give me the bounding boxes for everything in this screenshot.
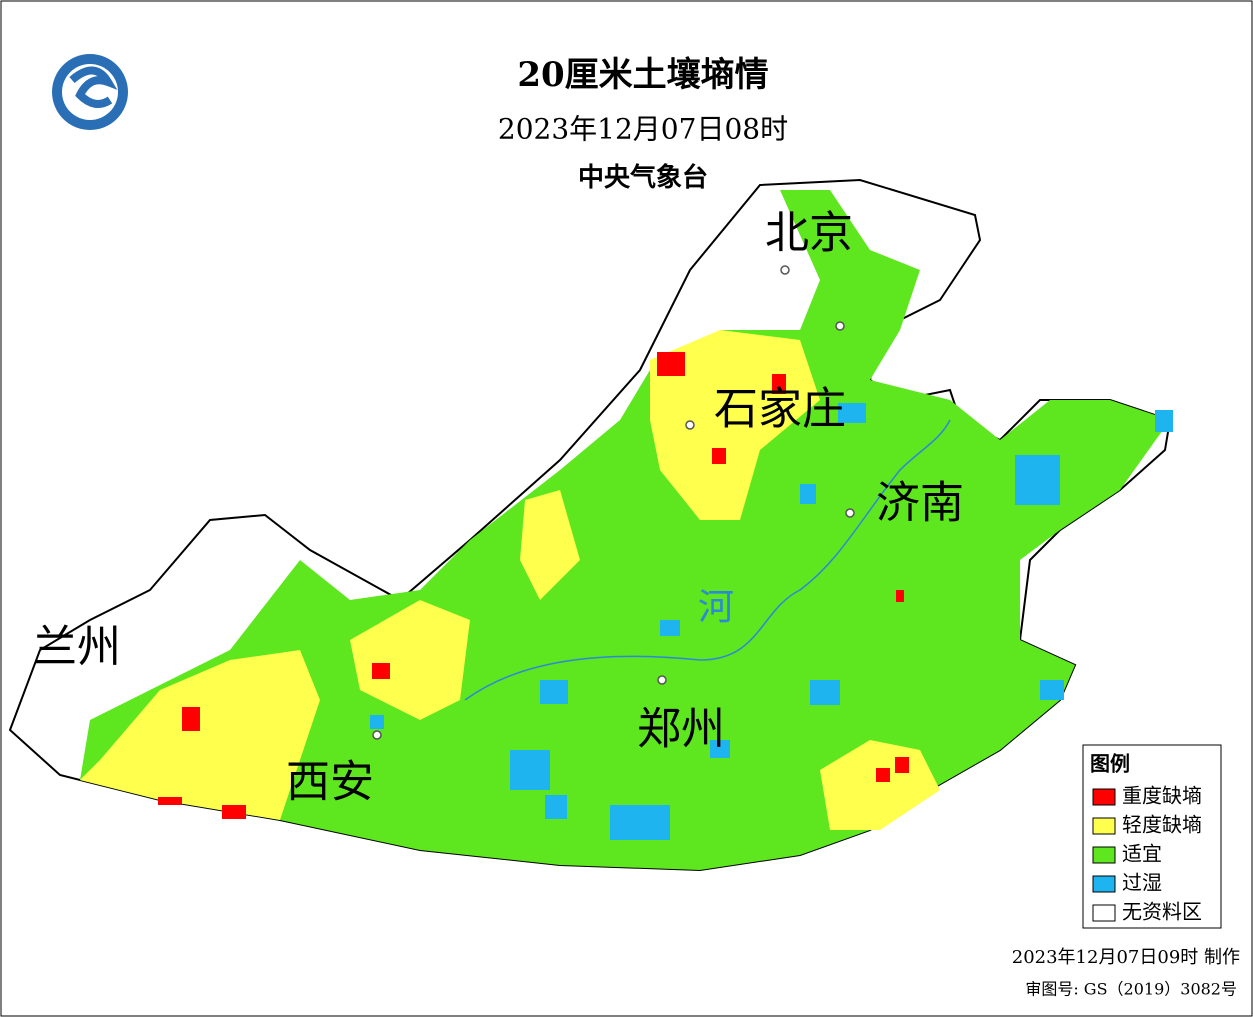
city-label: 郑州 [637,704,725,755]
legend-box [1082,744,1222,929]
legend-swatch [1092,788,1116,806]
region [8,178,1173,872]
legend-label: 重度缺墒 [1122,784,1202,808]
city-label: 石家庄 [714,384,846,435]
legend-label: 轻度缺墒 [1122,813,1202,837]
city-label: 济南 [876,478,964,529]
map-time: 2023年12月07日08时 [498,113,788,146]
legend-title: 图例 [1090,752,1130,776]
legend-label: 适宜 [1122,842,1162,866]
made-time: 2023年12月07日09时 制作 [1012,947,1240,968]
city-label: 兰州 [33,622,121,673]
agency: 中央气象台 [578,162,708,193]
legend-label: 无资料区 [1122,900,1202,924]
legend-label: 过湿 [1122,871,1162,895]
river-label: 河 [698,587,734,628]
city-label: 西安 [286,757,374,808]
legend-swatch [1092,875,1116,893]
map-title: 20厘米土壤墒情 [517,55,768,95]
city-label: 北京 [765,208,853,259]
legend-swatch [1092,846,1116,864]
legend-swatch [1092,904,1116,922]
logo [52,54,128,130]
legend-swatch [1092,817,1116,835]
approval-number: 审图号: GS（2019）3082号 [1025,980,1237,999]
